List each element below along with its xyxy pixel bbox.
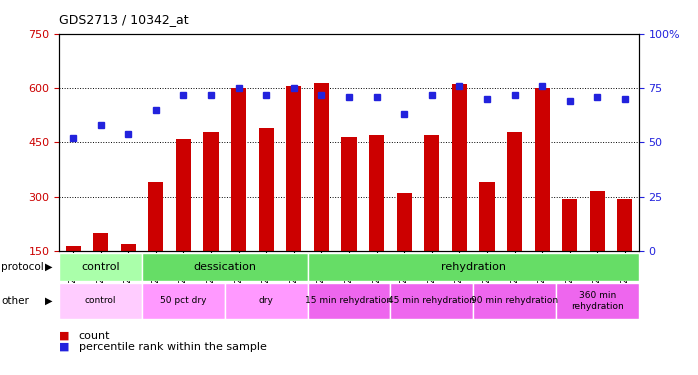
Bar [507,132,522,251]
Bar [314,82,329,251]
Bar [535,88,550,251]
Bar [176,139,191,251]
Text: control: control [82,262,120,272]
Bar [369,135,384,251]
Text: dessication: dessication [193,262,256,272]
Bar [590,191,605,251]
Bar [473,283,556,319]
Bar [424,135,439,251]
Bar [452,84,467,251]
Bar [396,193,412,251]
Bar [562,199,577,251]
Text: 15 min rehydration: 15 min rehydration [306,296,392,305]
Bar [390,283,473,319]
Bar [308,253,639,281]
Bar [231,88,246,251]
Text: protocol: protocol [1,262,44,272]
Text: count: count [79,331,110,340]
Text: other: other [1,296,29,306]
Bar [308,283,390,319]
Bar [59,253,142,281]
Bar [93,233,108,251]
Text: GDS2713 / 10342_at: GDS2713 / 10342_at [59,13,189,26]
Bar [59,283,142,319]
Text: ▶: ▶ [45,296,53,306]
Bar [480,182,494,251]
Text: 50 pct dry: 50 pct dry [161,296,207,305]
Bar [341,137,357,251]
Bar [556,283,639,319]
Bar [204,132,218,251]
Bar [148,182,163,251]
Text: control: control [85,296,117,305]
Text: 45 min rehydration: 45 min rehydration [388,296,475,305]
Text: 360 min
rehydration: 360 min rehydration [571,291,624,310]
Bar [225,283,308,319]
Bar [617,199,632,251]
Bar [286,86,302,251]
Bar [66,246,81,251]
Text: 90 min rehydration: 90 min rehydration [471,296,558,305]
Bar [142,283,225,319]
Text: ■: ■ [59,331,70,340]
Text: rehydration: rehydration [440,262,505,272]
Text: dry: dry [259,296,274,305]
Bar [142,253,308,281]
Text: percentile rank within the sample: percentile rank within the sample [79,342,267,352]
Bar [121,244,136,251]
Bar [259,128,274,251]
Text: ■: ■ [59,342,70,352]
Text: ▶: ▶ [45,262,53,272]
